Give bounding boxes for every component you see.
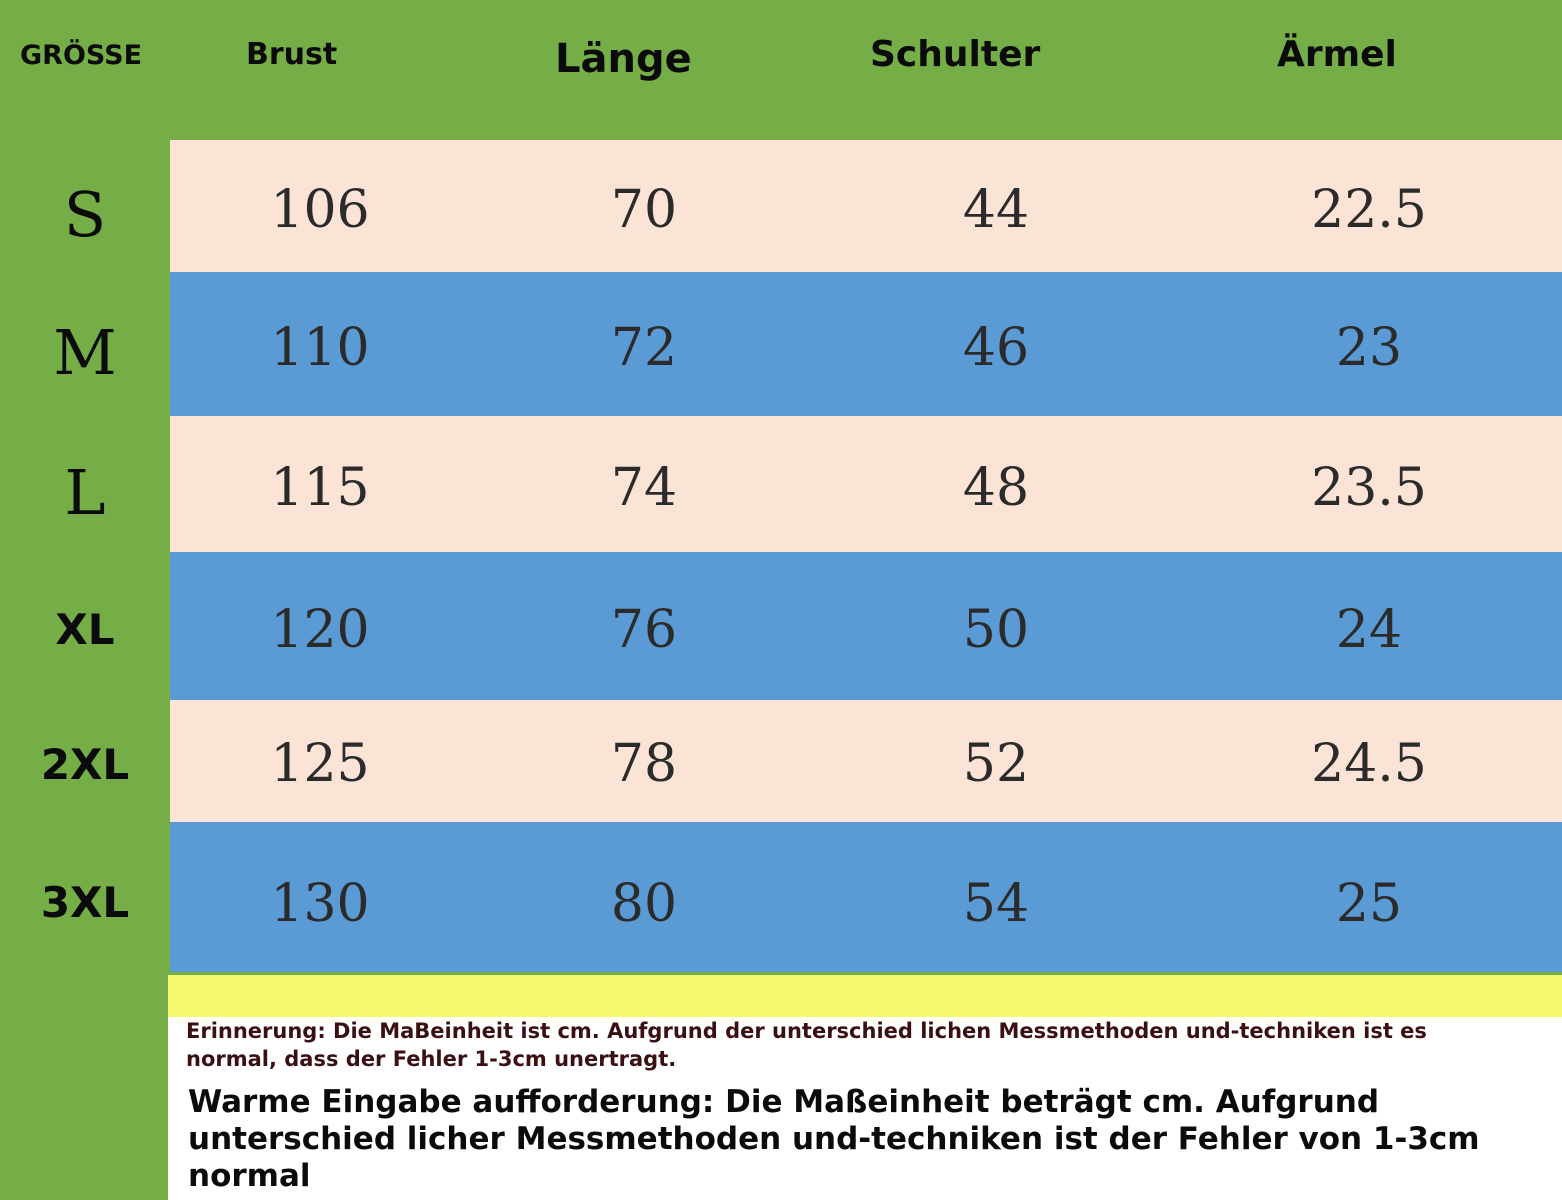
table-header: GRÖSSE Brust Länge Schulter Ärmel xyxy=(0,0,1562,140)
cell-brust: 106 xyxy=(270,180,370,240)
size-label: S xyxy=(63,178,107,251)
table-row: 130 80 54 25 xyxy=(170,822,1562,972)
cell-aermel: 25 xyxy=(1335,874,1403,934)
header-size: GRÖSSE xyxy=(20,40,143,71)
cell-schulter: 50 xyxy=(962,600,1030,660)
yellow-divider xyxy=(168,975,1562,1017)
cell-laenge: 70 xyxy=(610,180,678,240)
reminder-note: Erinnerung: Die MaBeinheit ist cm. Aufgr… xyxy=(186,1019,1427,1071)
table-row: 106 70 44 22.5 xyxy=(170,140,1562,272)
header-brust: Brust xyxy=(246,37,338,72)
cell-laenge: 72 xyxy=(610,318,678,378)
note-panel xyxy=(168,1017,1562,1200)
cell-brust: 120 xyxy=(270,600,370,660)
cell-brust: 130 xyxy=(270,874,370,934)
size-label: L xyxy=(64,456,106,529)
cell-aermel: 23 xyxy=(1335,318,1403,378)
cell-brust: 110 xyxy=(270,318,370,378)
cell-schulter: 44 xyxy=(962,180,1030,240)
cell-schulter: 48 xyxy=(962,458,1030,518)
cell-schulter: 46 xyxy=(962,318,1030,378)
size-label: 2XL xyxy=(40,740,130,789)
cell-schulter: 52 xyxy=(962,734,1030,794)
size-label: M xyxy=(53,316,117,389)
cell-laenge: 80 xyxy=(610,874,678,934)
cell-aermel: 22.5 xyxy=(1311,180,1427,240)
table-row: 120 76 50 24 xyxy=(170,552,1562,700)
size-label: XL xyxy=(55,605,115,654)
table-row: 125 78 52 24.5 xyxy=(170,700,1562,822)
table-row: 115 74 48 23.5 xyxy=(170,416,1562,552)
cell-schulter: 54 xyxy=(962,874,1030,934)
warm-note: Warme Eingabe aufforderung: Die Maßeinhe… xyxy=(188,1084,1480,1194)
size-column xyxy=(0,140,170,1200)
header-laenge: Länge xyxy=(555,36,692,82)
cell-aermel: 24.5 xyxy=(1311,734,1427,794)
cell-aermel: 24 xyxy=(1335,600,1403,660)
header-schulter: Schulter xyxy=(870,34,1041,75)
cell-brust: 115 xyxy=(270,458,370,518)
size-label: 3XL xyxy=(40,878,130,927)
cell-aermel: 23.5 xyxy=(1311,458,1427,518)
table-row: 110 72 46 23 xyxy=(170,272,1562,416)
cell-laenge: 74 xyxy=(610,458,678,518)
cell-laenge: 76 xyxy=(610,600,678,660)
cell-brust: 125 xyxy=(270,734,370,794)
header-aermel: Ärmel xyxy=(1277,34,1397,75)
cell-laenge: 78 xyxy=(610,734,678,794)
